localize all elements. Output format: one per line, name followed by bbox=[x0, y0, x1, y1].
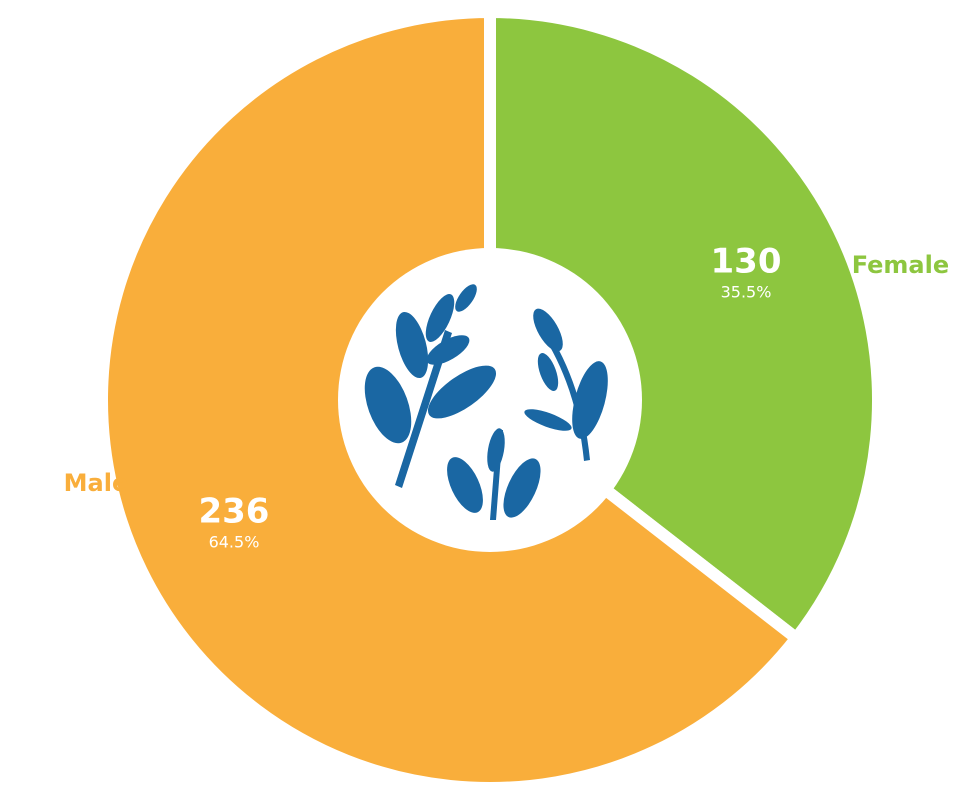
category-label: Female bbox=[852, 251, 949, 279]
value-label: 130 bbox=[711, 241, 782, 281]
slice bbox=[484, 5, 884, 647]
percent-label: 35.5% bbox=[721, 282, 772, 301]
leaf-icon bbox=[364, 284, 608, 520]
category-label: Male bbox=[64, 469, 129, 497]
percent-label: 64.5% bbox=[209, 533, 260, 552]
value-label: 236 bbox=[198, 492, 269, 532]
